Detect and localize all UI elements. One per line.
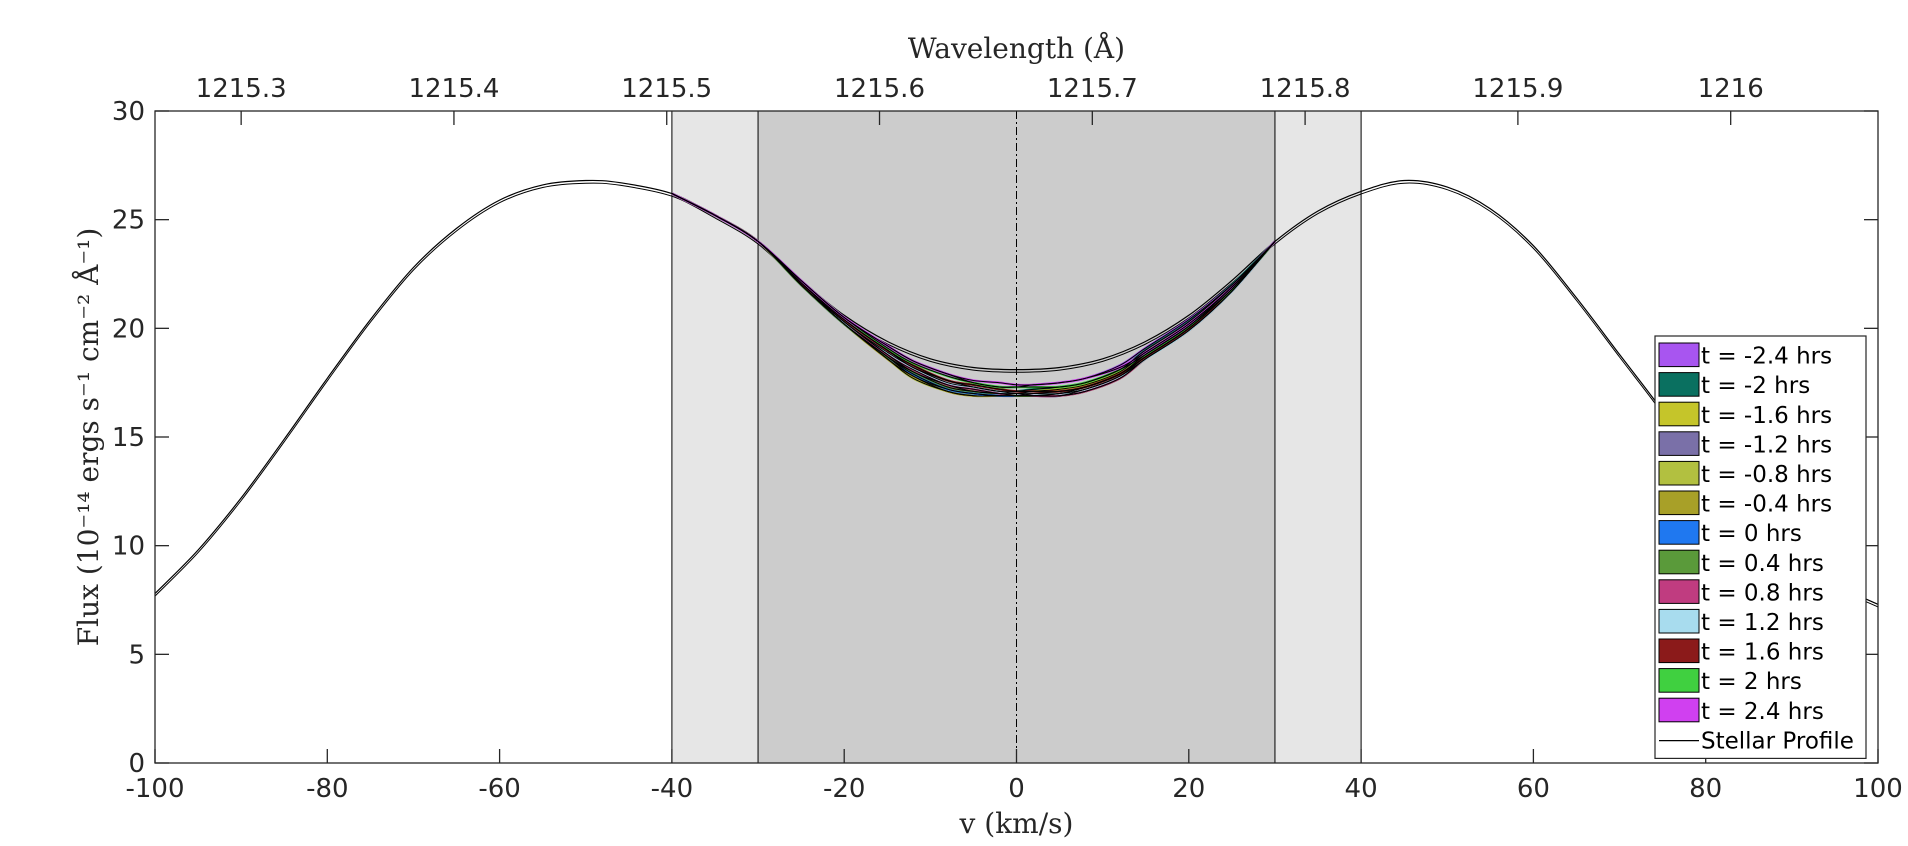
x-tick-label: 60 [1517,774,1550,804]
top-tick-label: 1215.7 [1047,74,1138,104]
series-outline-12 [671,193,1276,386]
y-tick-label: 30 [112,97,145,127]
y-tick-label: 15 [112,423,145,453]
x-tick-label: 100 [1853,774,1903,804]
top-tick-label: 1216 [1698,74,1764,104]
legend-swatch [1658,520,1700,545]
legend-label: t = 2 hrs [1701,669,1802,695]
legend-swatch [1658,401,1700,427]
legend-label: t = 1.6 hrs [1701,640,1824,666]
y-tick-label: 5 [128,640,145,670]
top-tick-label: 1215.5 [621,74,712,104]
top-tick-label: 1215.6 [834,74,925,104]
series-outline-10 [671,193,1276,393]
top-axis-ticks: 1215.3 1215.4 1215.5 1215.6 1215.7 1215.8 1215… [196,74,1764,125]
legend-swatch [1658,490,1700,516]
x-tick-label: 40 [1345,774,1378,804]
legend-label: t = 0 hrs [1701,521,1802,547]
x-tick-label: -20 [823,774,865,804]
legend: t = -2.4 hrs t = -2 hrs t = -1.6 hrs t = -1… [1654,335,1867,759]
y-tick-label: 25 [112,206,145,236]
y-tick-label: 20 [112,314,145,344]
legend-label: t = 1.2 hrs [1701,610,1824,636]
legend-swatch [1658,460,1700,486]
legend-swatch [1658,342,1700,368]
x-tick-label: -40 [651,774,693,804]
top-tick-label: 1215.9 [1472,74,1563,104]
x-tick-label: 20 [1172,774,1205,804]
y-tick-label: 0 [128,749,145,779]
x-tick-label: -60 [478,774,520,804]
y-axis-label: Flux (10⁻¹⁴ ergs s⁻¹ cm⁻² Å⁻¹) [72,228,105,647]
legend-label: t = -0.4 hrs [1701,492,1832,518]
legend-label: t = -2 hrs [1701,373,1810,399]
x-axis-label: v (km/s) [959,807,1074,840]
legend-label: t = -1.2 hrs [1701,432,1832,458]
x-tick-label: -80 [306,774,348,804]
legend-label: t = 2.4 hrs [1701,699,1824,725]
legend-swatch [1658,431,1700,456]
legend-label: t = 0.4 hrs [1701,551,1824,577]
x-tick-label: 0 [1008,774,1025,804]
legend-swatch [1658,697,1700,723]
x-tick-label: -100 [125,774,184,804]
legend-swatch [1658,549,1700,575]
legend-label: t = 0.8 hrs [1701,580,1824,606]
top-tick-label: 1215.4 [408,74,499,104]
top-tick-label: 1215.3 [196,74,287,104]
y-axis-ticks: 0 5 10 15 20 25 30 [112,97,1878,779]
legend-label: t = -2.4 hrs [1701,344,1832,370]
legend-label-stellar-profile: Stellar Profile [1701,728,1854,754]
legend-label: t = -1.6 hrs [1701,403,1832,429]
transit-curves-layer [671,192,1276,398]
legend-swatch [1658,372,1700,397]
legend-swatch [1658,579,1700,604]
y-tick-label: 10 [112,532,145,562]
top-axis-label: Wavelength (Å) [908,32,1125,65]
legend-swatch [1658,638,1700,664]
legend-swatch [1658,608,1700,634]
top-tick-label: 1215.8 [1260,74,1351,104]
x-tick-label: 80 [1689,774,1722,804]
legend-swatch [1658,668,1700,693]
legend-label: t = -0.8 hrs [1701,462,1832,488]
x-axis-ticks: -100 -80 -60 -40 -20 0 20 40 60 80 100 [125,749,1903,804]
